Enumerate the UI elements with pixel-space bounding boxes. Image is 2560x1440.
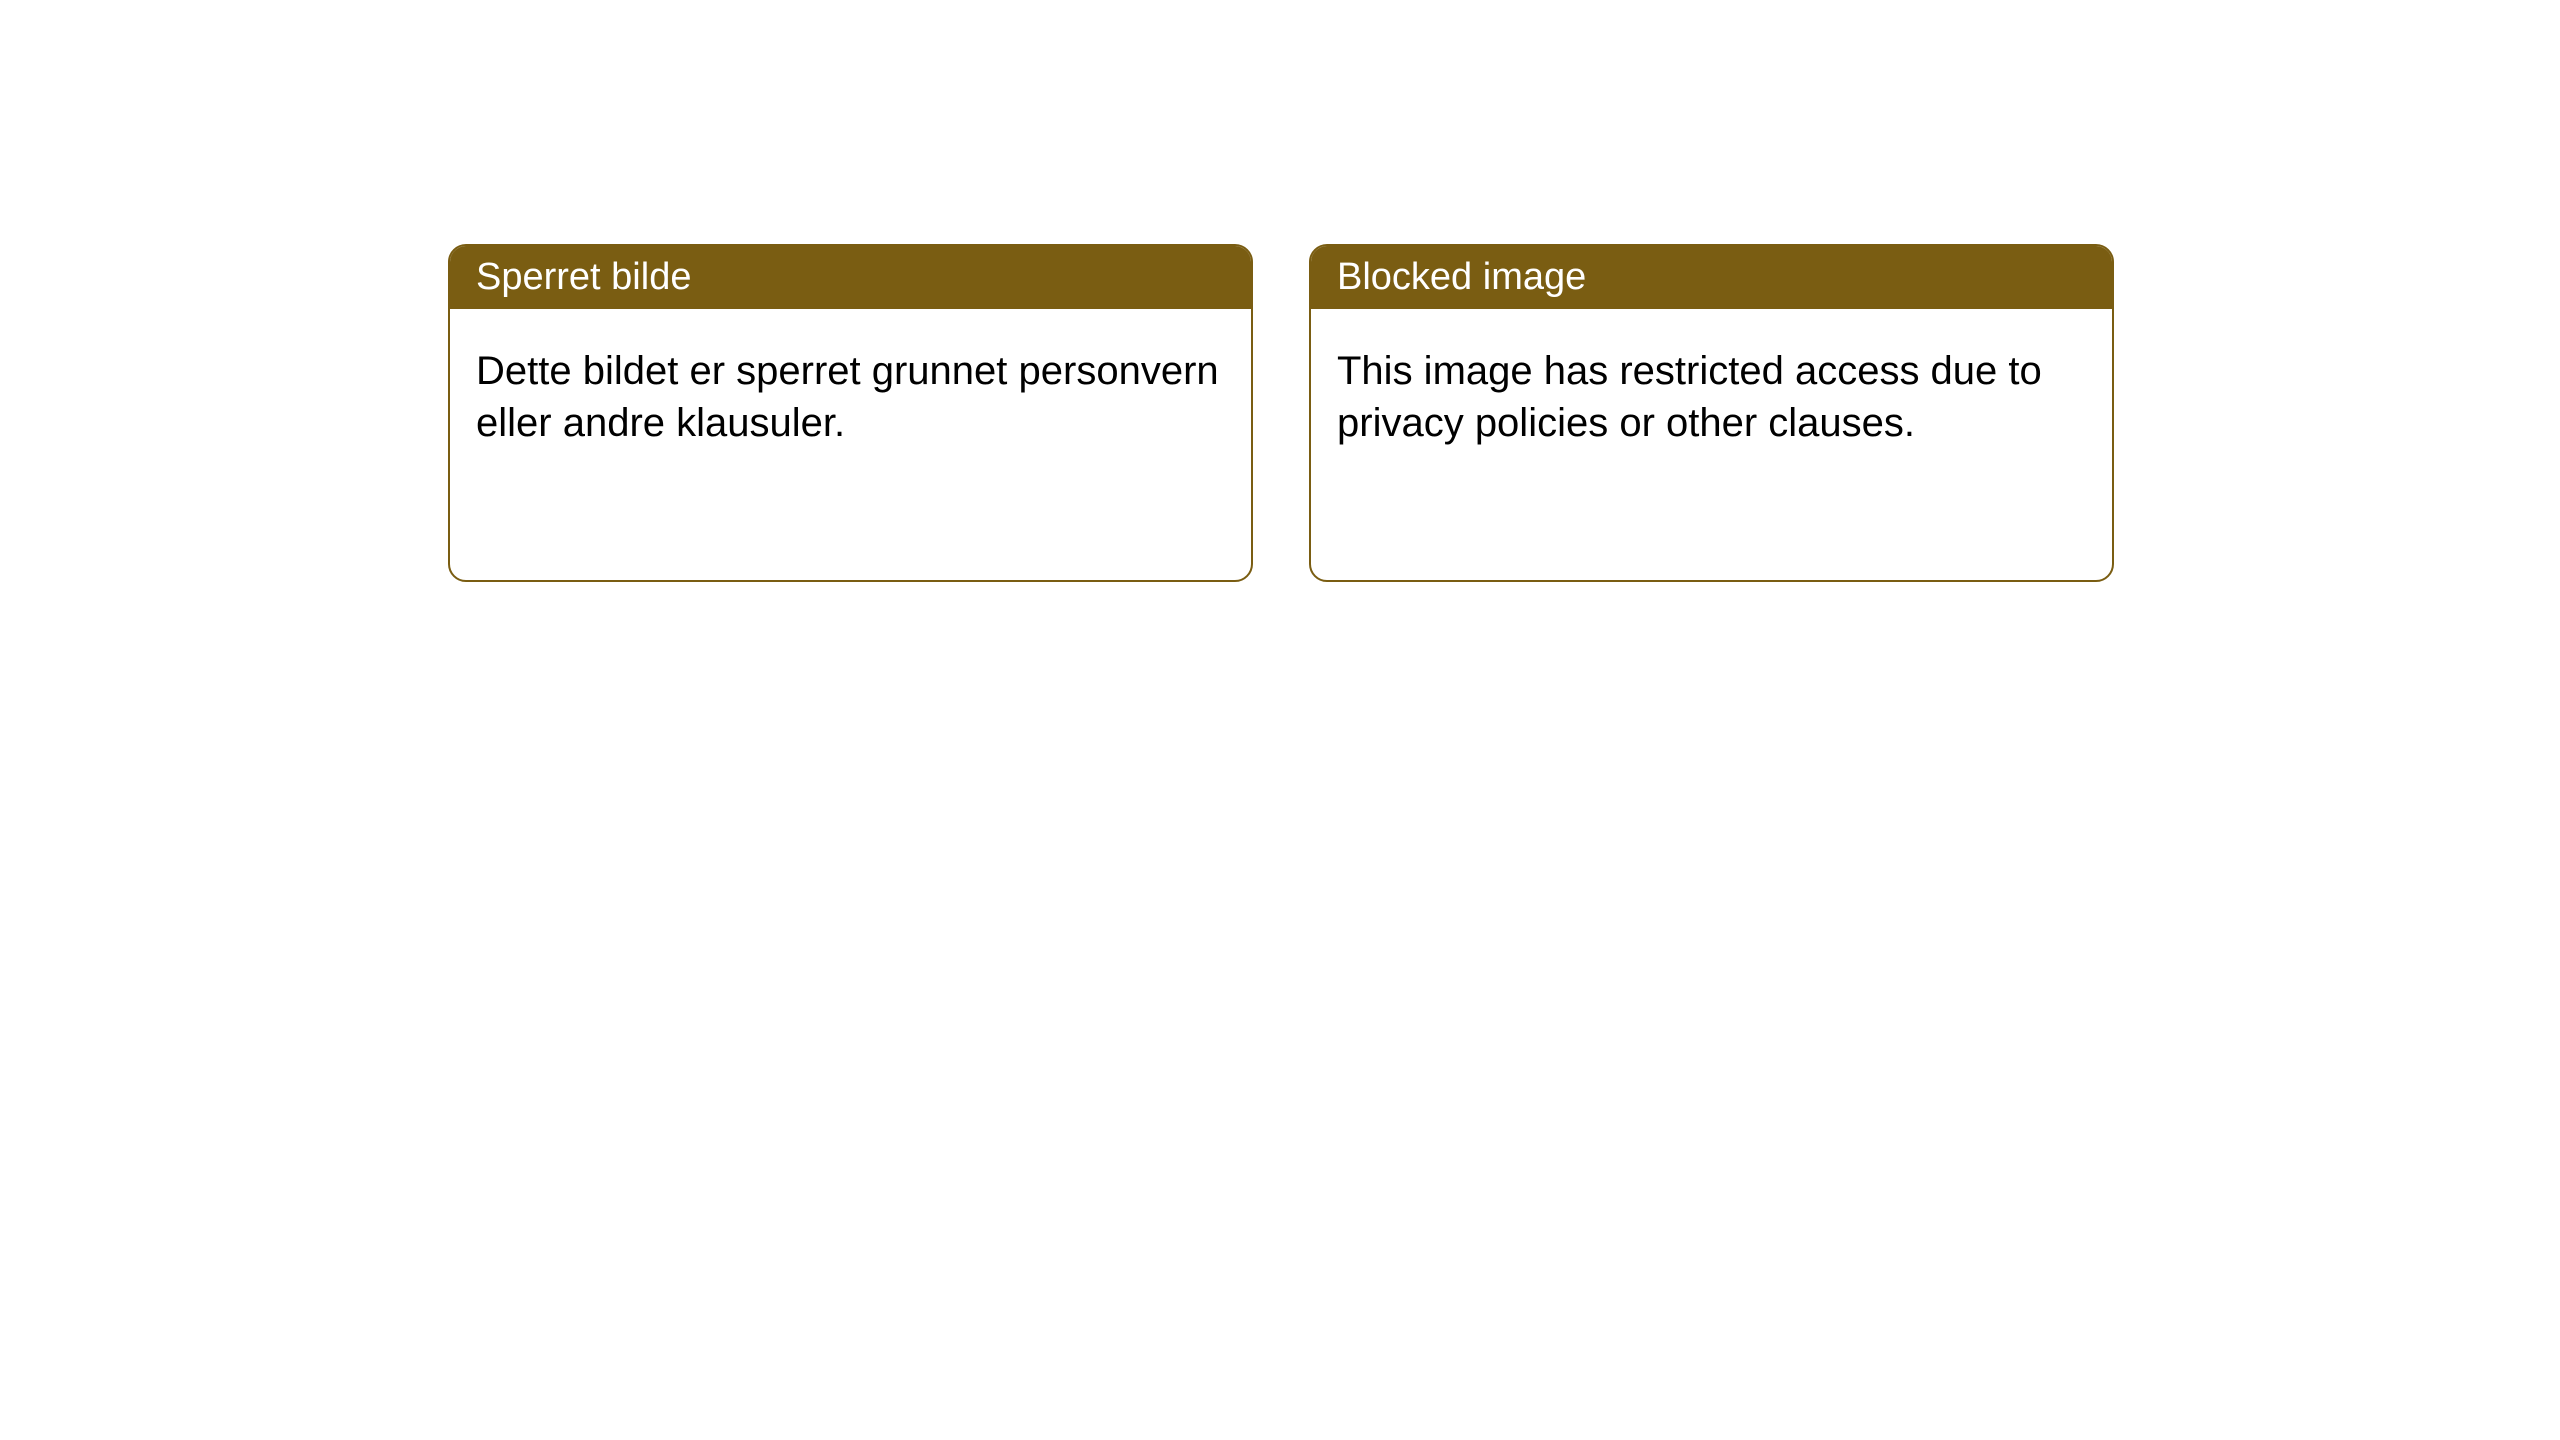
- notice-title: Blocked image: [1337, 256, 1586, 298]
- notice-card-norwegian: Sperret bilde Dette bildet er sperret gr…: [448, 244, 1253, 582]
- notice-header: Blocked image: [1311, 246, 2112, 309]
- notice-title: Sperret bilde: [476, 256, 691, 298]
- notices-container: Sperret bilde Dette bildet er sperret gr…: [0, 0, 2560, 582]
- notice-message: Dette bildet er sperret grunnet personve…: [476, 349, 1219, 445]
- notice-card-english: Blocked image This image has restricted …: [1309, 244, 2114, 582]
- notice-body: Dette bildet er sperret grunnet personve…: [450, 309, 1251, 485]
- notice-header: Sperret bilde: [450, 246, 1251, 309]
- notice-body: This image has restricted access due to …: [1311, 309, 2112, 485]
- notice-message: This image has restricted access due to …: [1337, 349, 2042, 445]
